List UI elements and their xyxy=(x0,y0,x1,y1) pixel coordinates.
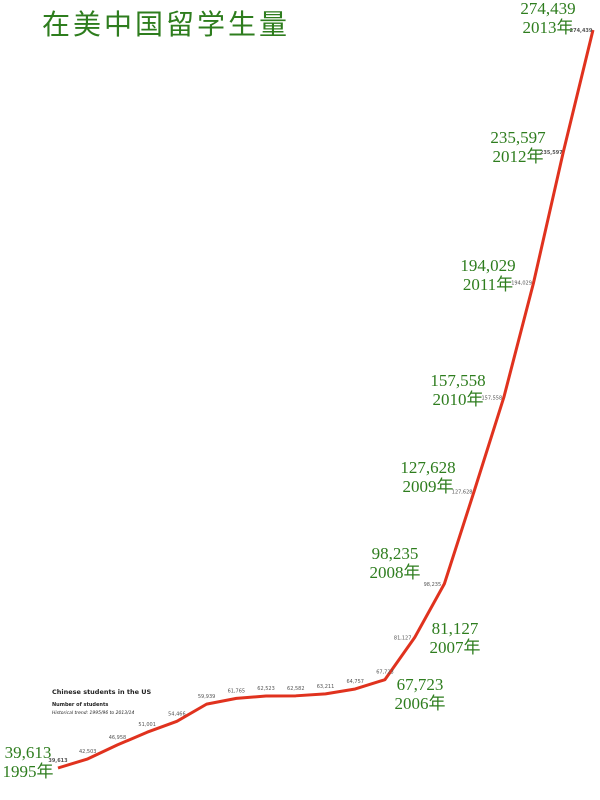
point-label: 194,029 xyxy=(511,281,532,287)
inset-title: Chinese students in the US xyxy=(52,688,152,696)
inset-note: Historical trend: 1995/96 to 2013/14 xyxy=(52,710,134,716)
annotation-value: 274,439 xyxy=(520,0,575,18)
point-label: 235,597 xyxy=(540,150,563,156)
point-label: 127,628 xyxy=(452,489,473,495)
annotation-value: 39,613 xyxy=(5,743,52,762)
point-label: 81,127 xyxy=(394,636,412,642)
annotation-year: 2013年 xyxy=(523,18,574,37)
point-label: 64,757 xyxy=(346,679,364,685)
point-label: 63,211 xyxy=(317,684,335,690)
data-line xyxy=(57,29,595,770)
annotation-year: 2008年 xyxy=(370,563,421,582)
annotation-value: 81,127 xyxy=(432,619,479,638)
point-label: 59,939 xyxy=(198,694,216,700)
annotation-value: 127,628 xyxy=(400,458,455,477)
annotation-value: 67,723 xyxy=(397,675,444,694)
point-label: 39,613 xyxy=(48,758,68,764)
annotation-value: 98,235 xyxy=(372,544,419,563)
inset-subtitle: Number of students xyxy=(52,702,108,708)
point-label: 98,235 xyxy=(424,582,442,588)
point-label: 157,558 xyxy=(481,395,502,401)
point-label: 67,723 xyxy=(376,670,394,676)
point-label: 62,582 xyxy=(287,686,305,692)
point-label: 51,001 xyxy=(138,722,156,728)
annotation-year: 2006年 xyxy=(395,694,446,713)
annotation-year: 2007年 xyxy=(430,638,481,657)
annotation-value: 235,597 xyxy=(490,128,546,147)
annotation-year: 1995年 xyxy=(3,762,54,781)
point-label: 62,523 xyxy=(257,686,275,692)
annotation-year: 2010年 xyxy=(433,390,484,409)
point-label: 54,466 xyxy=(168,711,186,717)
annotation-year: 2011年 xyxy=(463,275,513,294)
annotation-value: 157,558 xyxy=(430,371,485,390)
point-label: 46,958 xyxy=(109,735,127,741)
point-label: 61,765 xyxy=(228,688,246,694)
annotation-value: 194,029 xyxy=(460,256,515,275)
chart-title: 在美中国留学生量 xyxy=(42,8,290,41)
point-label: 42,503 xyxy=(79,749,97,755)
annotation-year: 2012年 xyxy=(493,147,544,166)
point-label: 274,439 xyxy=(570,28,593,34)
annotation-year: 2009年 xyxy=(403,477,454,496)
